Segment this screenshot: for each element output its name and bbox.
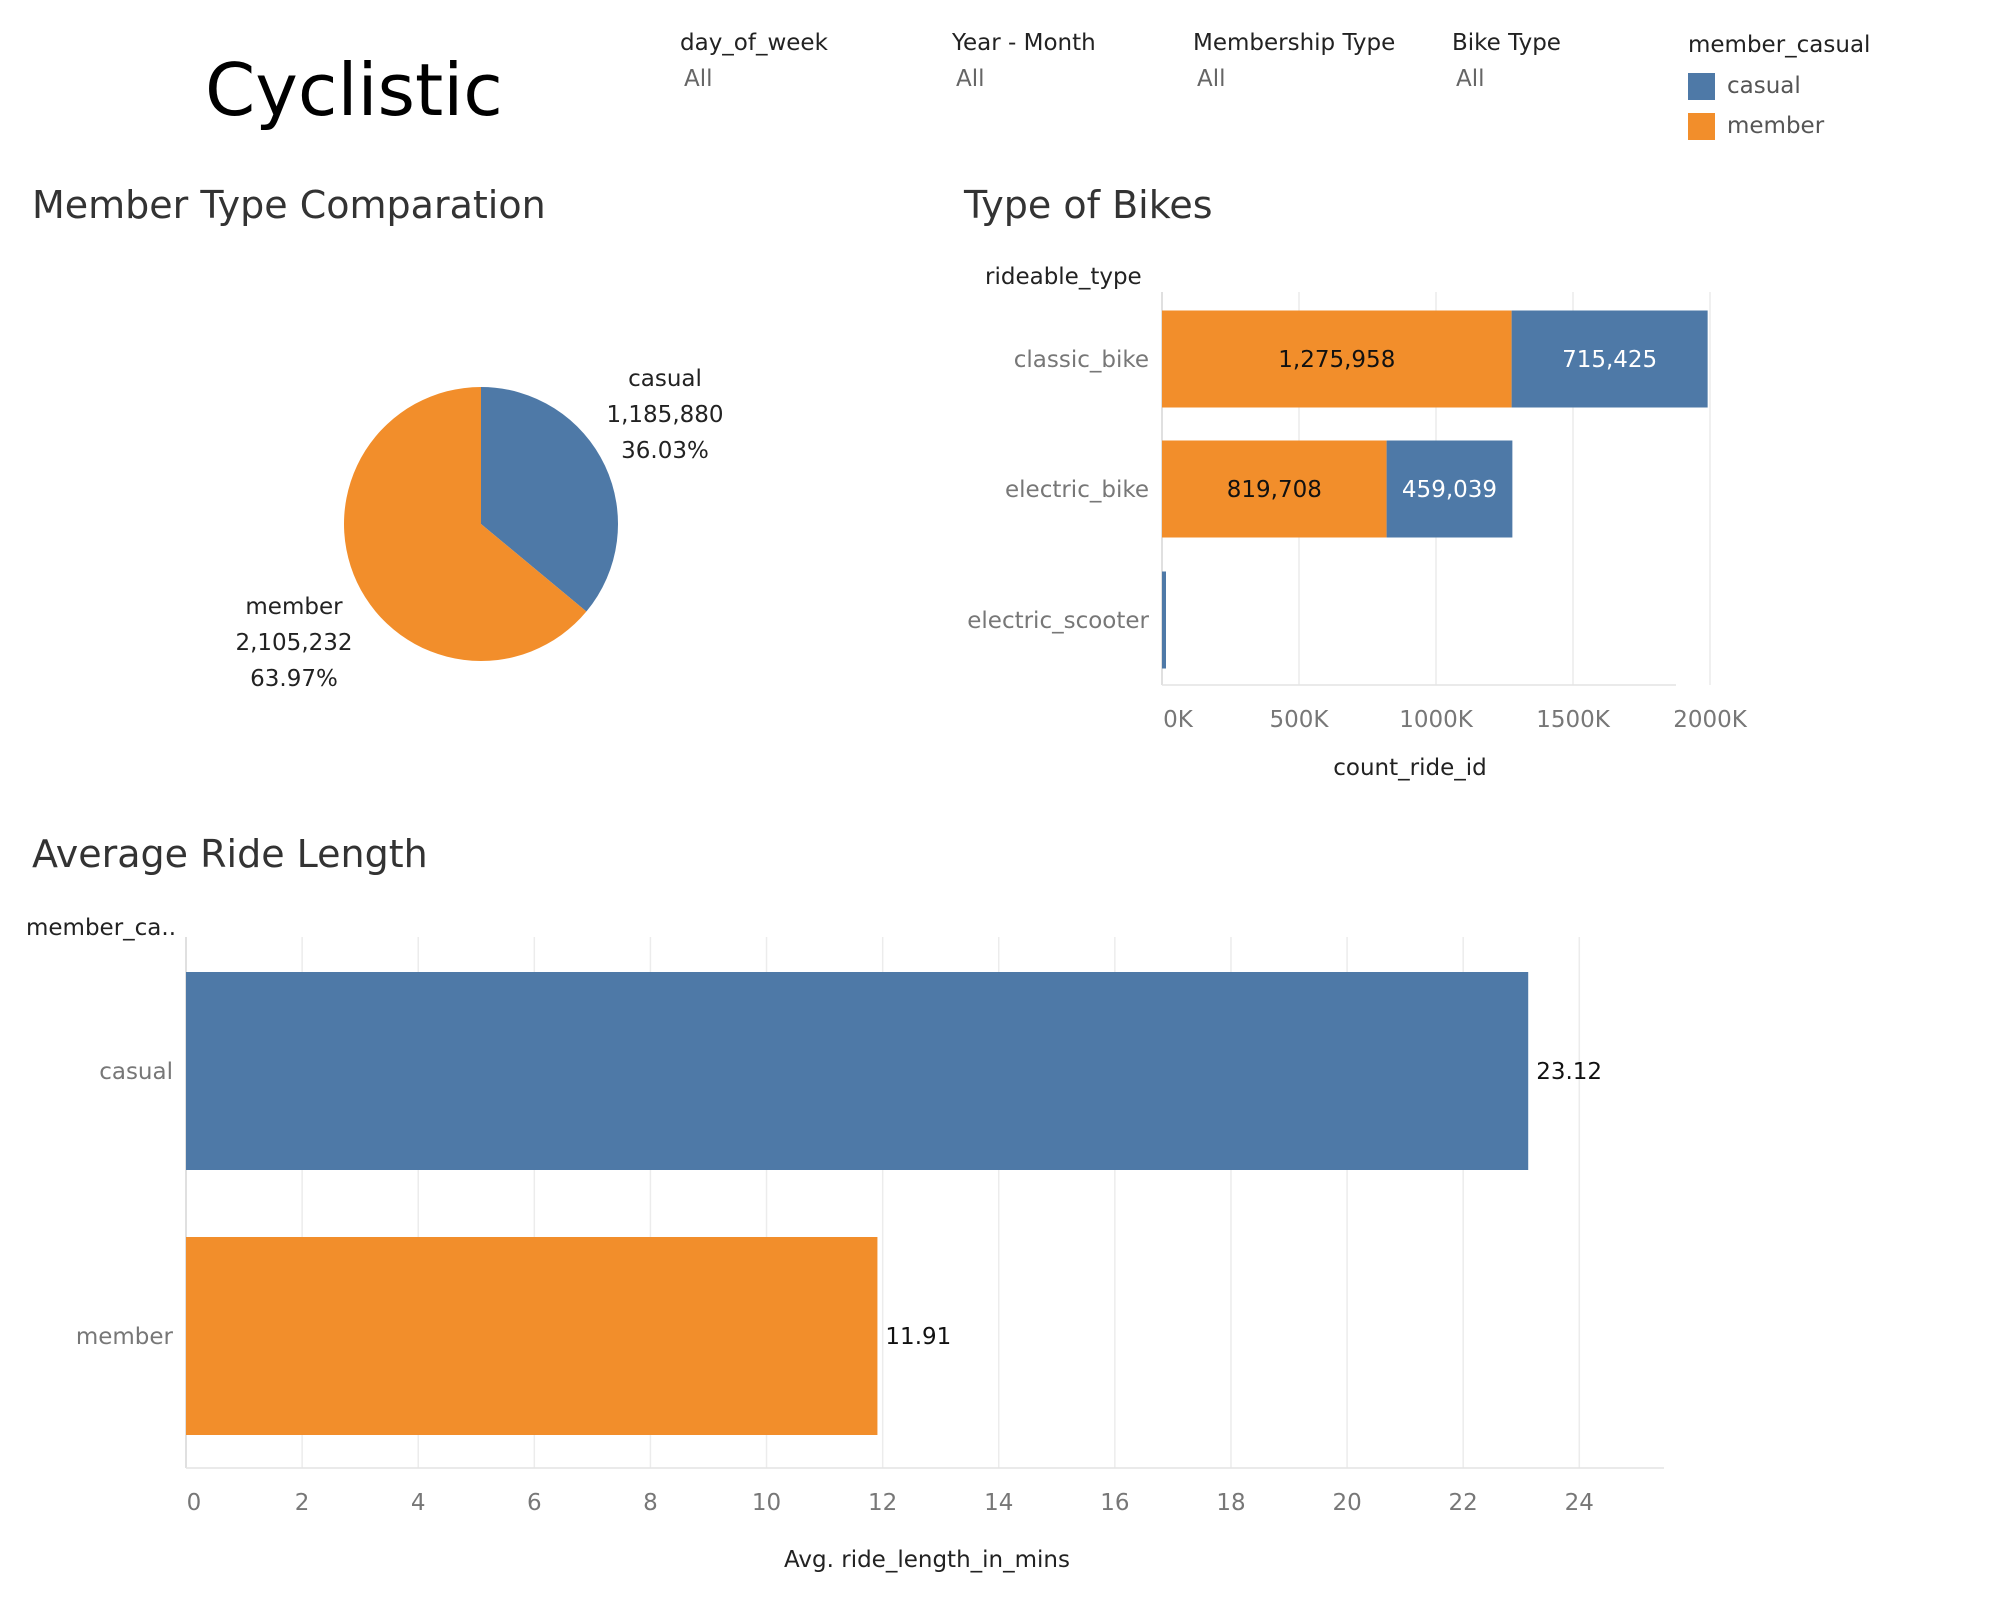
ride-x-tick-label: 10 [752, 1490, 781, 1516]
filter-day-of-week[interactable]: day_of_week All [680, 30, 828, 92]
ride-x-tick-label: 18 [1216, 1490, 1245, 1516]
legend-label: casual [1727, 73, 1801, 99]
ride-y-axis-title: member_ca.. [26, 915, 176, 941]
filter-membership-type[interactable]: Membership Type All [1193, 30, 1395, 92]
filter-bike-type[interactable]: Bike Type All [1452, 30, 1561, 92]
filter-label: Year - Month [952, 30, 1096, 56]
ride-bar-value-label: 11.91 [885, 1324, 951, 1350]
ride-x-tick-label: 12 [868, 1490, 897, 1516]
filter-label: Membership Type [1193, 30, 1396, 56]
legend-item-member[interactable]: member [1688, 106, 1870, 146]
bike-bar-label: 819,708 [1227, 477, 1322, 503]
bike-category-label: electric_bike [1005, 477, 1149, 503]
legend-title: member_casual [1688, 32, 1871, 58]
ride-x-axis-title: Avg. ride_length_in_mins [784, 1547, 1070, 1573]
ride-x-tick-label: 16 [1100, 1490, 1129, 1516]
bike-bar-label: 1,275,958 [1278, 347, 1395, 373]
legend-label: member [1727, 113, 1825, 139]
ride-bar-casual[interactable] [186, 972, 1529, 1170]
bike-bar-label: 459,039 [1402, 477, 1497, 503]
ride-x-tick-label: 0 [187, 1490, 202, 1516]
bike-x-tick-label: 0K [1163, 707, 1194, 733]
bike-category-label: classic_bike [1014, 347, 1149, 373]
bike-type-chart: rideable_type 1,275,958 715,425 819,708 459… [967, 264, 1748, 781]
bike-x-tick-label: 500K [1270, 707, 1330, 733]
ride-x-tick-label: 20 [1332, 1490, 1361, 1516]
bike-y-axis-title: rideable_type [985, 264, 1142, 290]
bike-bar-member-electric_bike[interactable] [1162, 440, 1387, 538]
filter-label: day_of_week [680, 30, 828, 56]
bike-bar-casual-electric_scooter[interactable] [1162, 571, 1166, 669]
bike-chart-title: Type of Bikes [964, 183, 1213, 227]
ride-x-tick-label: 24 [1565, 1490, 1594, 1516]
ride-x-tick-label: 8 [643, 1490, 658, 1516]
ride-bar-member[interactable] [186, 1237, 878, 1435]
filter-value[interactable]: All [956, 66, 985, 92]
ride-category-label: casual [99, 1059, 173, 1085]
filter-year-month[interactable]: Year - Month All [952, 30, 1096, 92]
legend-item-casual[interactable]: casual [1688, 66, 1870, 106]
pie-label-member-percent: 63.97% [250, 666, 338, 692]
app-title: Cyclistic [205, 48, 503, 132]
pie-label-member-name: member [245, 594, 343, 620]
ride-x-tick-label: 6 [527, 1490, 542, 1516]
bike-x-tick-label: 1000K [1399, 707, 1474, 733]
pie-label-member-value: 2,105,232 [235, 630, 352, 656]
pie-slice-member[interactable] [344, 387, 587, 661]
pie-label-casual-name: casual [628, 366, 702, 392]
ride-bar-value-label: 23.12 [1536, 1059, 1602, 1085]
legend-swatch-casual [1688, 72, 1715, 100]
bike-x-axis-title: count_ride_id [1333, 755, 1486, 781]
pie-label-casual-value: 1,185,880 [606, 402, 723, 428]
ride-category-label: member [76, 1324, 174, 1350]
bike-x-tick-label: 2000K [1673, 707, 1748, 733]
legend-swatch-member [1688, 112, 1715, 140]
pie-label-casual-percent: 36.03% [621, 438, 709, 464]
ride-x-tick-label: 14 [984, 1490, 1013, 1516]
filter-value[interactable]: All [1197, 66, 1226, 92]
bike-bar-casual-electric_bike[interactable] [1386, 440, 1513, 538]
filter-value[interactable]: All [684, 66, 713, 92]
pie-chart: casual 1,185,880 36.03% member 2,105,232… [235, 366, 723, 692]
bike-bar-label: 715,425 [1562, 347, 1657, 373]
pie-chart-title: Member Type Comparation [32, 183, 546, 227]
ride-x-tick-label: 2 [295, 1490, 310, 1516]
ride-x-tick-label: 4 [411, 1490, 426, 1516]
pie-slice-casual[interactable] [481, 386, 619, 612]
filter-value[interactable]: All [1456, 66, 1485, 92]
ride-x-tick-label: 22 [1449, 1490, 1478, 1516]
bike-category-label: electric_scooter [967, 608, 1149, 634]
bike-bar-member-classic_bike[interactable] [1162, 310, 1512, 408]
bike-x-tick-label: 1500K [1536, 707, 1611, 733]
ride-length-chart-title: Average Ride Length [32, 832, 428, 876]
color-legend: member_casual casual member [1688, 32, 1870, 146]
bike-bar-casual-classic_bike[interactable] [1511, 310, 1708, 408]
filter-label: Bike Type [1452, 30, 1561, 56]
